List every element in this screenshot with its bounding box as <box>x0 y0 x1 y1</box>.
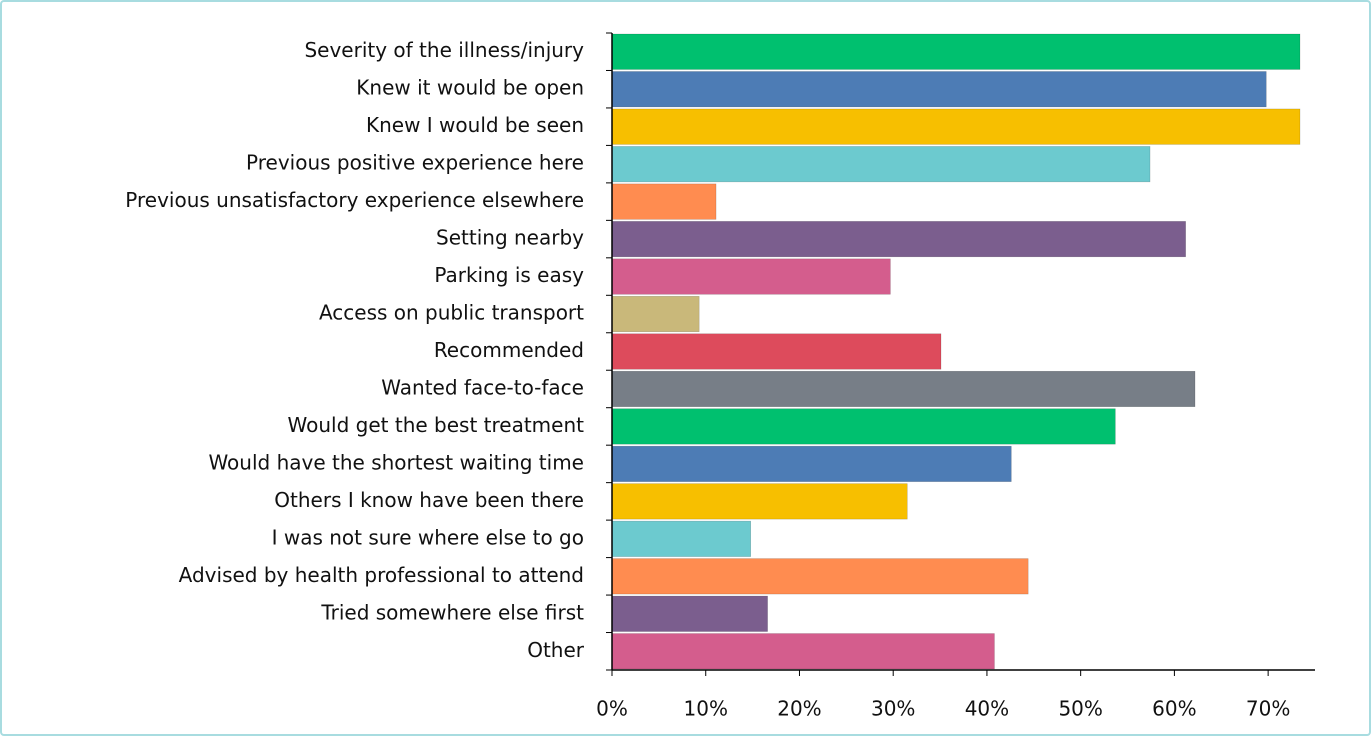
x-tick-label: 70% <box>1246 697 1290 721</box>
bar <box>611 333 942 370</box>
y-tick-label: Severity of the illness/injury <box>304 38 584 62</box>
bar <box>611 296 700 333</box>
y-tick-label: Parking is easy <box>434 263 584 287</box>
bar <box>611 146 1151 183</box>
bar <box>611 445 1012 482</box>
bar <box>611 370 1196 407</box>
y-tick-label: Wanted face-to-face <box>381 375 584 399</box>
y-tick-label: Would get the best treatment <box>288 413 585 437</box>
bar <box>611 558 1029 595</box>
x-tick-label: 40% <box>965 697 1009 721</box>
y-tick-label: Advised by health professional to attend <box>179 563 584 587</box>
x-tick-label: 10% <box>684 697 728 721</box>
bar <box>611 71 1267 108</box>
y-tick-label: Would have the shortest waiting time <box>208 450 584 474</box>
bar <box>611 221 1186 258</box>
bar <box>611 258 891 295</box>
y-tick-label: Setting nearby <box>436 226 584 250</box>
x-tick-label: 20% <box>777 697 821 721</box>
bar <box>611 108 1301 145</box>
bar <box>611 483 908 520</box>
y-tick-label: Recommended <box>434 338 584 362</box>
y-tick-label: Tried somewhere else first <box>320 600 584 624</box>
y-tick-label: Access on public transport <box>319 301 584 325</box>
y-tick-label: Others I know have been there <box>274 488 584 512</box>
bar <box>611 33 1301 70</box>
y-tick-label: Previous unsatisfactory experience elsew… <box>125 188 584 212</box>
bar <box>611 633 995 670</box>
y-tick-label: Knew it would be open <box>356 76 584 100</box>
y-tick-label: Previous positive experience here <box>246 151 584 175</box>
x-tick-label: 30% <box>871 697 915 721</box>
x-tick-label: 60% <box>1152 697 1196 721</box>
y-tick-label: Knew I would be seen <box>366 113 584 137</box>
x-tick-label: 50% <box>1058 697 1102 721</box>
x-tick-label: 0% <box>596 697 628 721</box>
bar <box>611 183 717 220</box>
bar <box>611 595 768 632</box>
bar <box>611 408 1116 445</box>
y-tick-label: Other <box>527 638 585 662</box>
bar <box>611 520 751 557</box>
y-tick-label: I was not sure where else to go <box>272 525 584 549</box>
